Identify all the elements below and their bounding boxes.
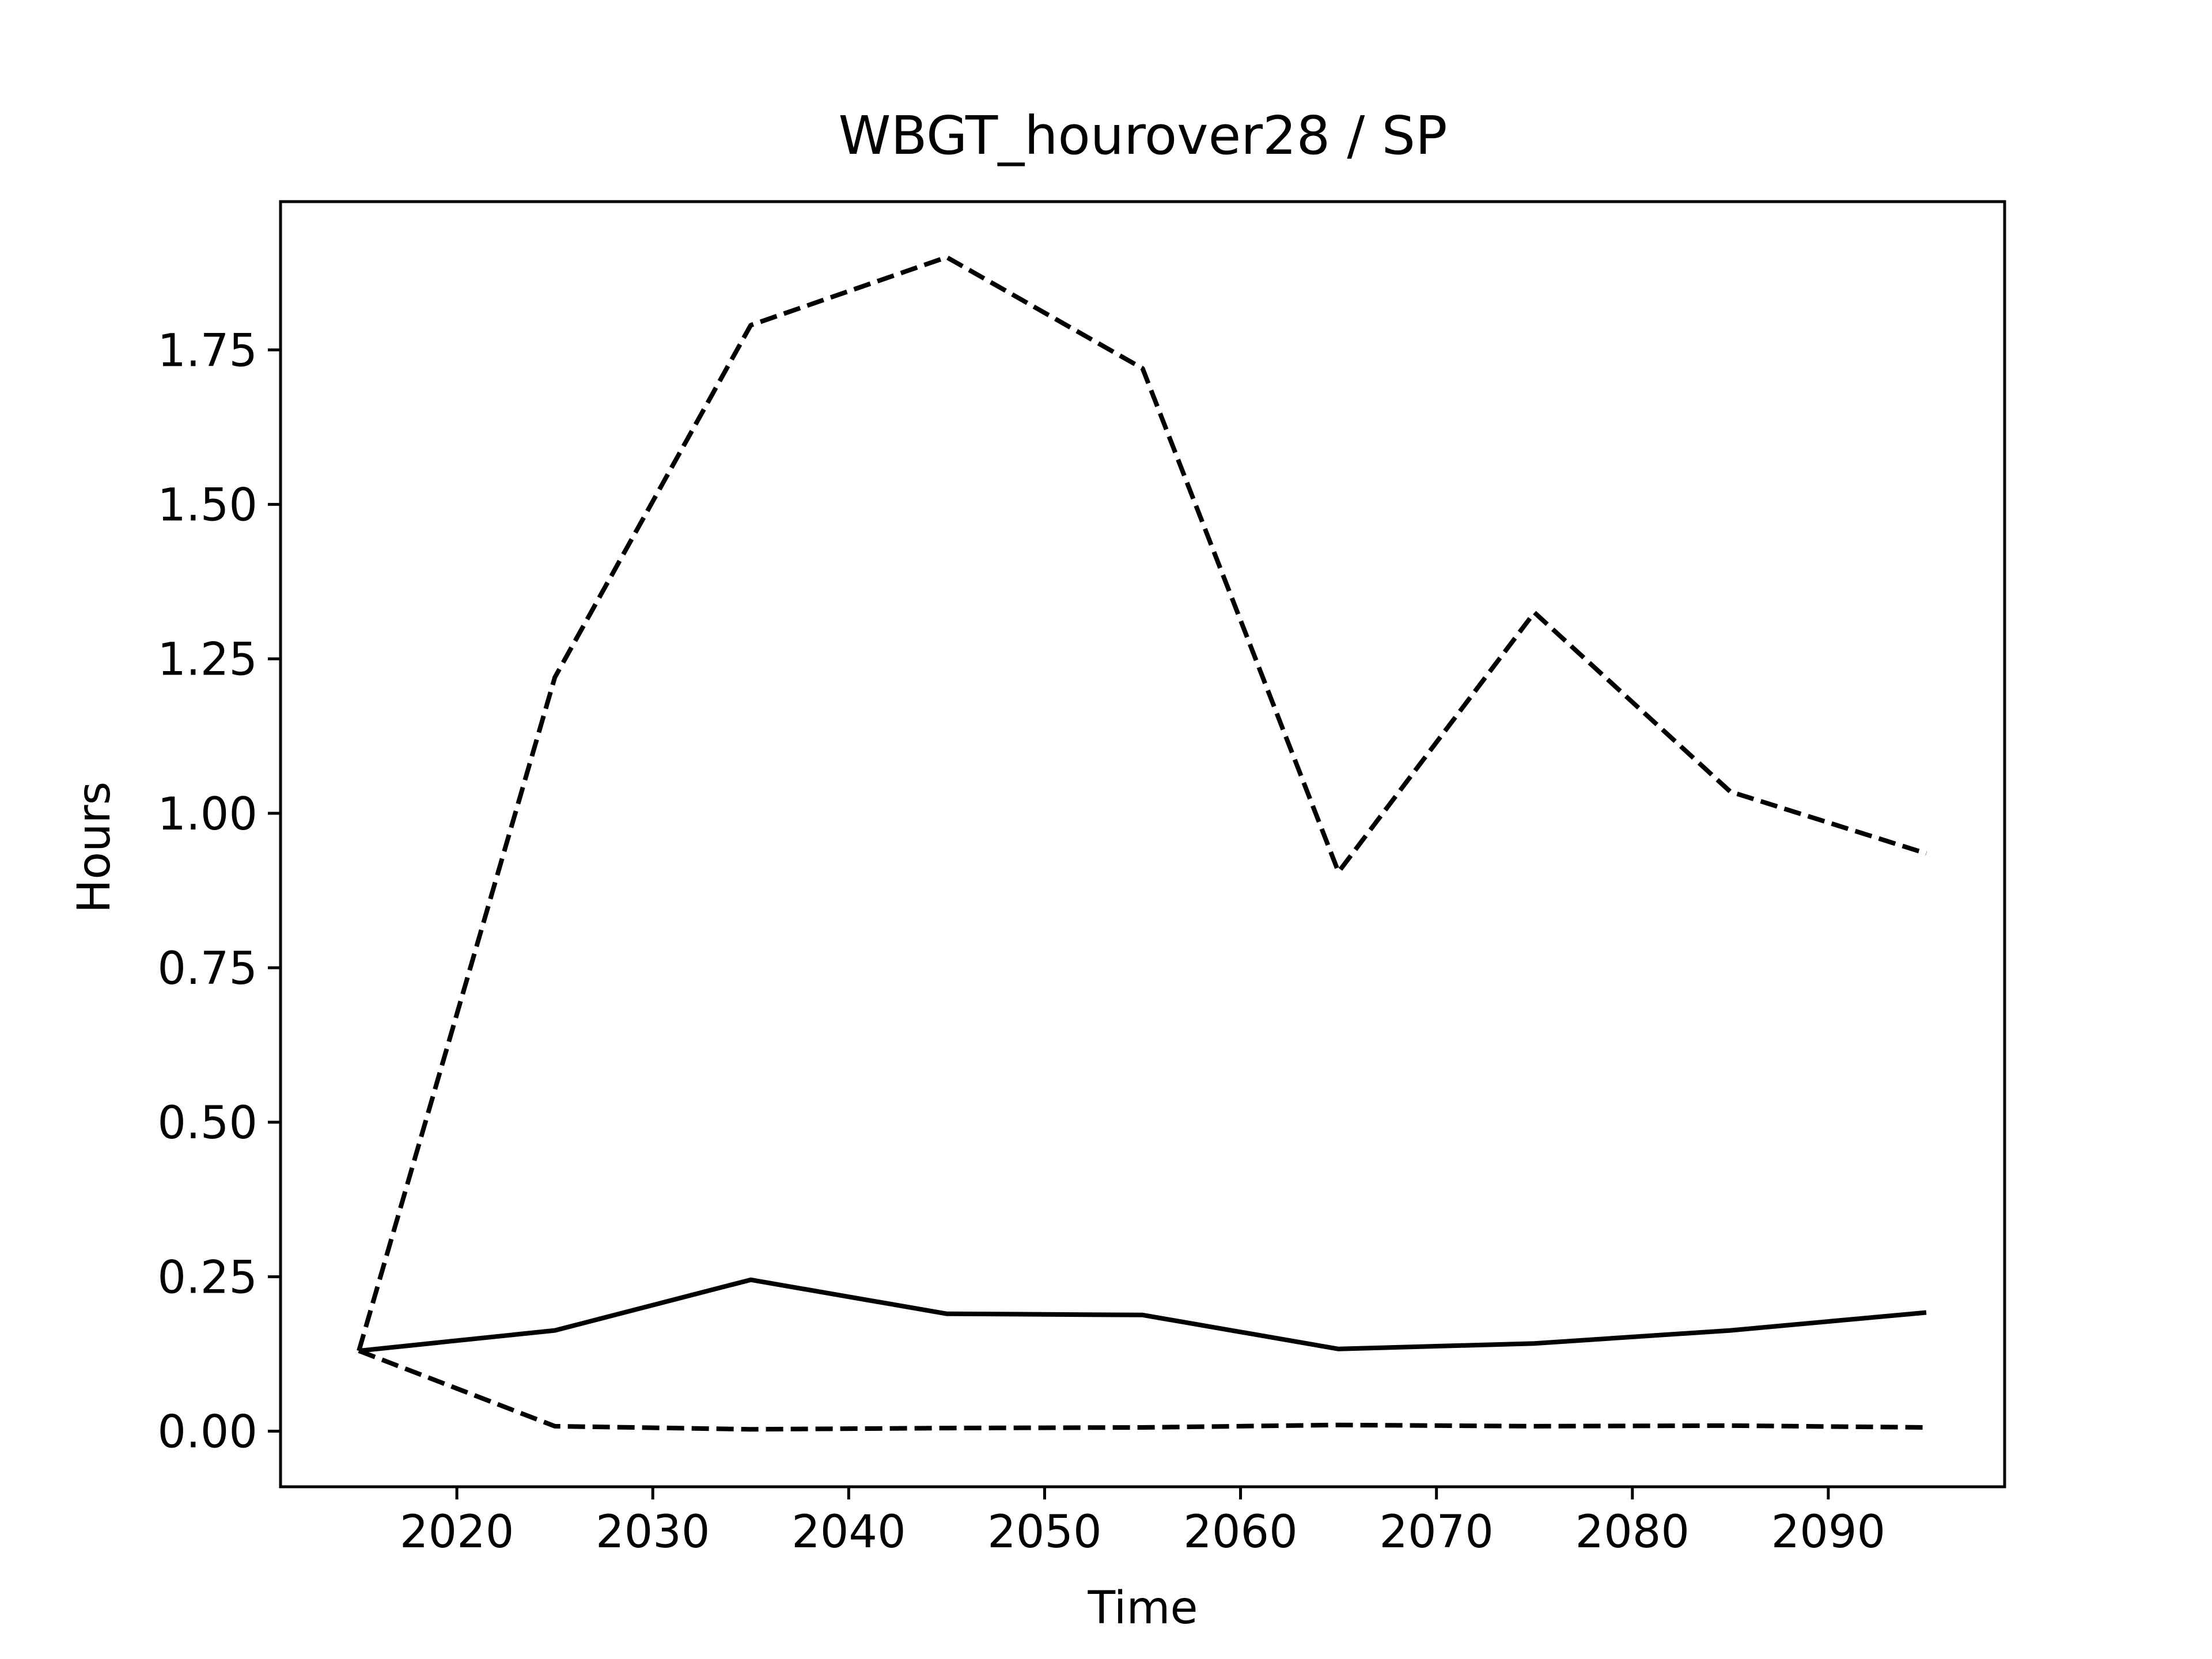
y-tick-label: 1.00 — [157, 789, 257, 840]
y-axis-label: Hours — [69, 782, 120, 914]
x-tick-label: 2080 — [1575, 1506, 1690, 1558]
x-tick-label: 2090 — [1771, 1506, 1886, 1558]
x-tick-label: 2060 — [1183, 1506, 1298, 1558]
y-tick-label: 0.25 — [157, 1252, 257, 1304]
y-axis: 0.00 0.25 0.50 0.75 1.00 1.25 1.50 1.75 — [157, 325, 281, 1458]
plot-frame — [279, 200, 2006, 1488]
y-tick-label: 1.75 — [157, 325, 257, 377]
series-line-3 — [358, 1349, 1927, 1432]
x-axis-label: Time — [1088, 1582, 1198, 1634]
series-line-1 — [358, 1277, 1927, 1353]
x-tick-label: 2070 — [1379, 1506, 1494, 1558]
x-tick-label: 2030 — [596, 1506, 710, 1558]
x-tick-label: 2040 — [791, 1506, 906, 1558]
y-tick-label: 0.50 — [157, 1097, 257, 1149]
series-line-2 — [357, 255, 1927, 1352]
y-tick-label: 0.75 — [157, 943, 257, 995]
x-axis: 2020 2030 2040 2050 2060 2070 2080 2090 — [400, 1487, 1885, 1558]
y-tick-label: 0.00 — [157, 1406, 257, 1458]
y-tick-label: 1.50 — [157, 480, 257, 532]
plot-lines — [357, 255, 1927, 1432]
x-tick-label: 2020 — [400, 1506, 514, 1558]
chart-title: WBGT_hourover28 / SP — [839, 105, 1448, 166]
y-tick-label: 1.25 — [157, 634, 257, 686]
x-tick-label: 2050 — [987, 1506, 1102, 1558]
